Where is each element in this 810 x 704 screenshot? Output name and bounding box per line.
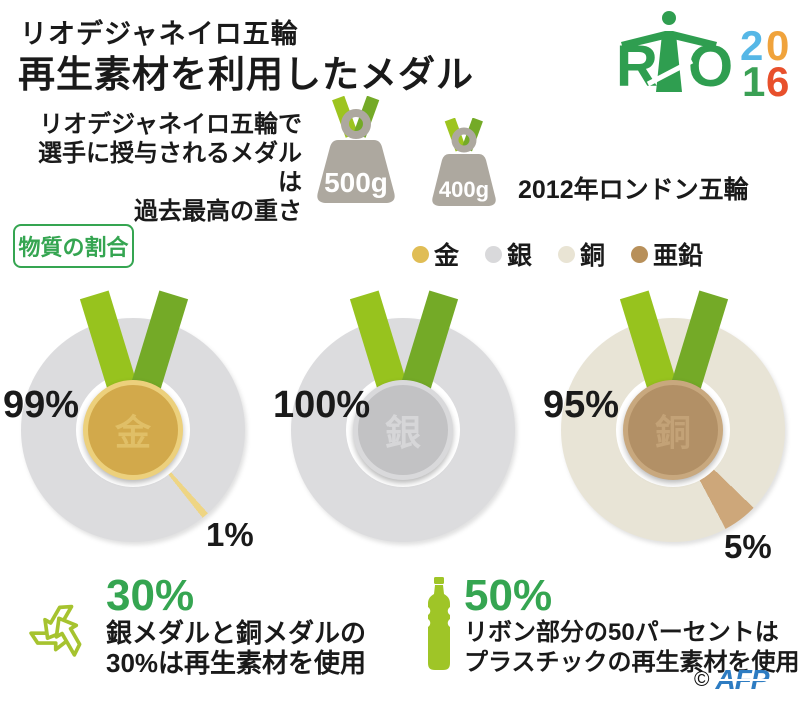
page-title: 再生素材を利用したメダル: [18, 54, 474, 95]
silver-medal-icon: 銀: [353, 380, 453, 480]
silver-dot-icon: [485, 245, 503, 263]
gold-medal-chart: 金 99% 1%: [0, 290, 270, 580]
christ-the-redeemer-icon: [621, 11, 717, 92]
fact-percentage: 30%: [106, 571, 195, 620]
weight-icon-400g: 400g: [432, 118, 496, 206]
plastic-bottle-icon: [428, 577, 450, 670]
legend-label: 銀: [507, 242, 533, 270]
weight-handle: [451, 127, 477, 153]
zinc-dot-icon: [631, 245, 649, 263]
caption-line: 過去最高の重さ: [134, 198, 302, 225]
medal-weight-caption: リオデジャネイロ五輪で 選手に授与されるメダルは 過去最高の重さ: [28, 110, 302, 226]
gold-minor-percentage: 1%: [206, 516, 254, 553]
gold-dot-icon: [412, 245, 429, 263]
weight-handle: [341, 109, 371, 139]
legend-item-copper: 銅: [558, 236, 605, 272]
fact-line: リボン部分の50パーセントは: [464, 619, 779, 646]
legend-label: 銅: [580, 242, 606, 270]
bronze-medal-chart: 銅 95% 5%: [540, 290, 810, 580]
section-label-material-ratio: 物質の割合: [13, 224, 134, 268]
silver-medal-chart: 銀 100%: [270, 290, 540, 580]
legend-label: 金: [434, 242, 460, 270]
afp-credit: © AFP: [694, 664, 769, 696]
weight-value-rio: 500g: [324, 167, 388, 198]
rio-2016-logo: R O 2 0 1 6: [616, 11, 789, 98]
bronze-major-percentage: 95%: [543, 384, 620, 426]
fact-line: 銀メダルと銅メダルの: [106, 618, 367, 648]
logo-digit: 6: [766, 58, 789, 98]
legend-label: 亜鉛: [653, 242, 704, 270]
bronze-minor-percentage: 5%: [724, 528, 772, 565]
silver-major-percentage: 100%: [273, 384, 371, 426]
copyright-symbol: ©: [694, 668, 710, 691]
fact-recycled-ribbon: 50% リボン部分の50パーセントは プラスチックの再生素材を使用: [464, 574, 800, 678]
legend: 金 銀 銅 亜鉛: [412, 236, 703, 272]
recycle-icon: [29, 604, 82, 657]
weight-icon-500g: 500g: [317, 96, 395, 203]
logo-digit: 0: [766, 22, 789, 69]
fact-line: 30%は再生素材を使用: [106, 648, 367, 678]
logo-digit: 2: [740, 22, 763, 69]
bronze-medal-icon: 銅: [623, 380, 723, 480]
fact-percentage: 50%: [464, 571, 553, 620]
legend-item-zinc: 亜鉛: [631, 236, 703, 272]
logo-digit: 1: [742, 58, 765, 98]
gold-major-percentage: 99%: [3, 384, 80, 426]
caption-line: 選手に授与されるメダルは: [38, 140, 302, 196]
medal-composition-charts: 金 99% 1% 銀 100% 銅 95% 5%: [0, 290, 810, 580]
legend-item-gold: 金: [412, 236, 459, 272]
gold-medal-icon: 金: [83, 380, 183, 480]
london-2012-label: 2012年ロンドン五輪: [518, 176, 749, 204]
copper-dot-icon: [558, 245, 576, 263]
title-line-1: リオデジャネイロ五輪: [20, 19, 299, 49]
weight-value-london: 400g: [439, 177, 489, 202]
legend-item-silver: 銀: [485, 236, 532, 272]
fact-recycled-metal: 30% 銀メダルと銅メダルの 30%は再生素材を使用: [106, 571, 367, 679]
caption-line: リオデジャネイロ五輪で: [39, 111, 302, 138]
afp-logo: AFP: [715, 664, 769, 695]
